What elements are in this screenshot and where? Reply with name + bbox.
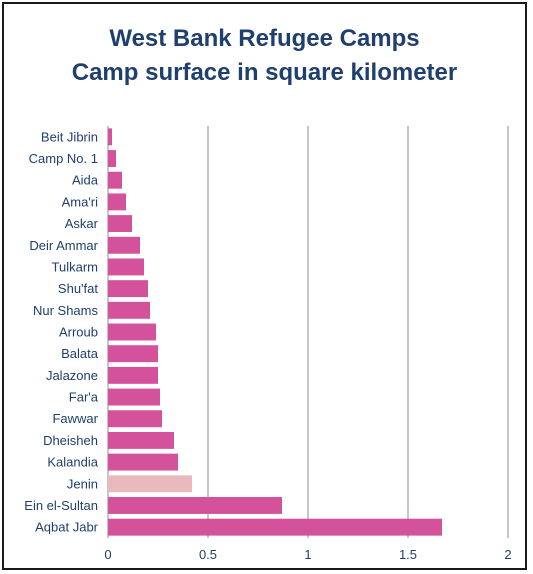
category-label: Jenin	[67, 476, 98, 491]
chart-title-line1: West Bank Refugee Camps	[109, 25, 420, 52]
bar	[108, 431, 174, 449]
bar	[108, 280, 148, 298]
category-label: Far'a	[69, 390, 99, 405]
bar	[108, 323, 156, 341]
category-label: Jalazone	[46, 368, 98, 383]
x-tick-label: 2	[504, 547, 511, 562]
bar	[108, 475, 192, 493]
x-tick-label: 0.5	[199, 547, 217, 562]
category-label: Kalandia	[47, 455, 98, 470]
category-label: Aqbat Jabr	[35, 520, 99, 535]
x-tick-label: 1	[304, 547, 311, 562]
category-label: Ama'ri	[62, 194, 99, 209]
category-label: Askar	[65, 216, 99, 231]
bar	[108, 497, 282, 514]
chart-subtitle: Camp surface in square kilometer	[71, 59, 458, 86]
category-label: Beit Jibrin	[41, 129, 98, 144]
bar	[108, 453, 178, 471]
bar	[108, 366, 158, 384]
category-label: Camp No. 1	[29, 151, 98, 166]
bar	[108, 518, 442, 536]
category-label: Shu'fat	[58, 281, 98, 296]
category-label: Fawwar	[52, 411, 98, 426]
category-label: Deir Ammar	[29, 238, 98, 253]
category-label: Aida	[72, 173, 99, 188]
bar	[108, 193, 126, 211]
bar	[108, 171, 122, 189]
category-label: Dheisheh	[43, 433, 98, 448]
bar	[108, 215, 132, 233]
bar	[108, 128, 112, 146]
chart-frame: West Bank Refugee Camps Camp surface in …	[2, 2, 527, 570]
bar	[108, 150, 116, 167]
bar	[108, 258, 144, 276]
category-label: Balata	[61, 346, 99, 361]
x-tick-label: 1.5	[399, 547, 417, 562]
bar	[108, 345, 158, 363]
bar	[108, 236, 140, 254]
bar	[108, 301, 150, 319]
chart-title: West Bank Refugee Camps Camp surface in …	[4, 22, 525, 90]
category-label: Arroub	[59, 325, 98, 340]
category-label: Tulkarm	[52, 259, 98, 274]
x-tick-label: 0	[104, 547, 111, 562]
bar	[108, 388, 160, 406]
category-label: Ein el-Sultan	[24, 498, 98, 513]
bar	[108, 410, 162, 428]
category-label: Nur Shams	[33, 303, 99, 318]
